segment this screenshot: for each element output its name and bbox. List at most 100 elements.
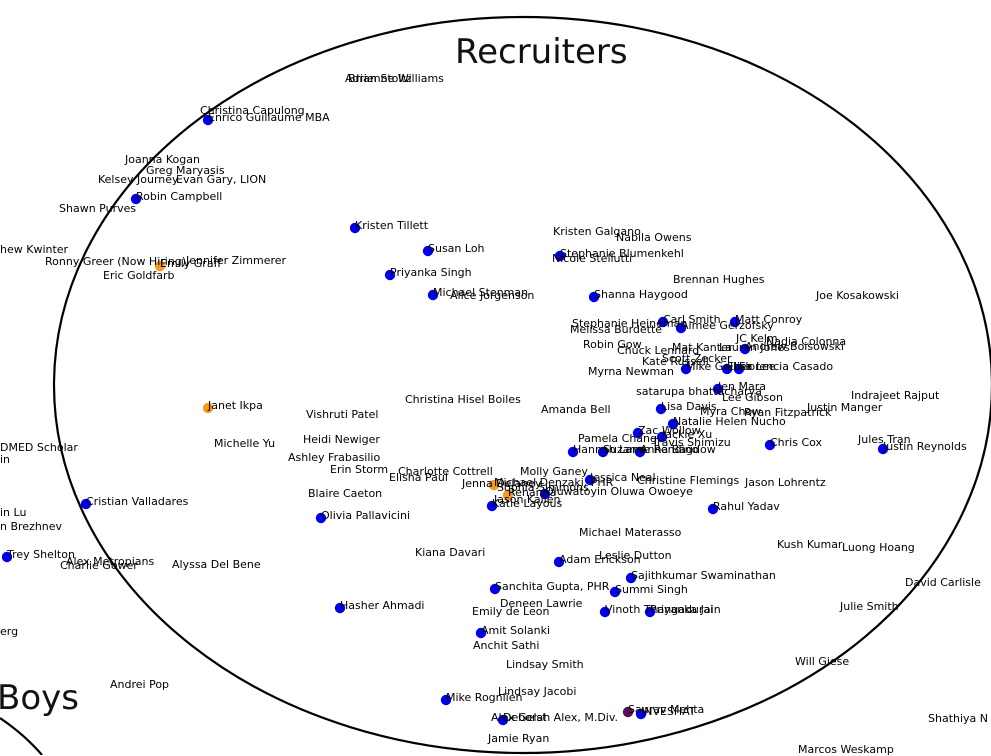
node-dot[interactable] — [667, 418, 679, 430]
node-dot[interactable] — [488, 479, 500, 491]
node-label: Jason Kallen — [494, 493, 561, 506]
node-label: Saurav Mehta — [628, 703, 705, 716]
node-dot[interactable] — [733, 363, 745, 375]
node-dot[interactable] — [202, 402, 214, 414]
node-dot[interactable] — [554, 250, 566, 262]
node-label: Justin Manger — [807, 401, 883, 414]
node-dot[interactable] — [497, 714, 509, 726]
node-dot[interactable] — [635, 708, 647, 720]
node-label: Stephanie Heineman — [572, 317, 688, 330]
node-dot[interactable] — [588, 291, 600, 303]
node-label: Justin Reynolds — [883, 440, 967, 453]
node-label: Deneen Lawrie — [500, 597, 583, 610]
node-label: Ryan Fitzpatrick — [744, 406, 832, 419]
node-dot[interactable] — [655, 403, 667, 415]
node-label: Andrew Boisowski — [745, 340, 844, 353]
node-label: Shathiya N — [928, 712, 989, 725]
node-label: Pamela Chang — [578, 432, 658, 445]
node-dot[interactable] — [729, 316, 741, 328]
node-dot[interactable] — [739, 343, 751, 355]
node-dot[interactable] — [486, 500, 498, 512]
node-dot[interactable] — [553, 556, 565, 568]
node-dot[interactable] — [334, 602, 346, 614]
node-label: Kate Russell — [642, 355, 709, 368]
node-dot[interactable] — [154, 260, 166, 272]
node-dot[interactable] — [712, 383, 724, 395]
node-label: Kristen Tillett — [355, 219, 429, 232]
node-label: Greg Maryasis — [146, 164, 225, 177]
node-dot[interactable] — [427, 289, 439, 301]
node-dot[interactable] — [597, 446, 609, 458]
node-label: Rahul Yadav — [713, 500, 780, 513]
node-label: INVESHAT — [641, 705, 696, 718]
node-label: Jamie Ryan — [488, 732, 550, 745]
node-dot[interactable] — [625, 572, 637, 584]
node-label: Mike Gelber — [686, 360, 752, 373]
node-label: Joe Kosakowski — [816, 289, 899, 302]
node-dot[interactable] — [721, 363, 733, 375]
node-label: Leslie Dutton — [599, 549, 672, 562]
node-dot[interactable] — [502, 489, 514, 501]
node-dot[interactable] — [877, 443, 889, 455]
node-label: Anchit Sathi — [473, 639, 540, 652]
node-label: Susan Loh — [428, 242, 485, 255]
node-dot[interactable] — [656, 431, 668, 443]
node-label: Jenna Delaney — [462, 477, 542, 490]
node-label: Cristian Valladares — [86, 495, 189, 508]
node-label: Travis Shimizu — [652, 436, 731, 449]
node-label: Andrei Pop — [110, 678, 170, 691]
node-dot[interactable] — [680, 363, 692, 375]
node-dot[interactable] — [675, 322, 687, 334]
node-dot[interactable] — [349, 222, 361, 234]
node-label: Michael Denzaki, PHR — [494, 476, 614, 489]
node-label: erg — [0, 625, 19, 638]
node-dot[interactable] — [384, 269, 396, 281]
node-dot[interactable] — [489, 583, 501, 595]
node-label: Melissa Burdette — [570, 323, 663, 336]
node-dot[interactable] — [440, 694, 452, 706]
node-label: Michelle Yu — [214, 437, 276, 450]
node-label: n Brezhnev — [0, 520, 63, 533]
node-label: Heidi Newiger — [303, 433, 380, 446]
node-label: Suzanne Rendino — [603, 443, 699, 456]
node-label: in Lu — [0, 506, 27, 519]
node-dot[interactable] — [539, 488, 551, 500]
node-label: Kiana Davari — [415, 546, 486, 559]
node-dot[interactable] — [422, 245, 434, 257]
node-label: Alyssa Del Bene — [172, 558, 261, 571]
node-label: Will Giese — [795, 655, 850, 668]
node-dot[interactable] — [657, 316, 669, 328]
node-dot[interactable] — [707, 503, 719, 515]
node-dot[interactable] — [1, 551, 13, 563]
node-dot[interactable] — [130, 193, 142, 205]
node-label: Mike Rognlien — [446, 691, 523, 704]
node-label: Jen Mara — [718, 380, 766, 393]
node-dot[interactable] — [567, 446, 579, 458]
node-dot[interactable] — [584, 474, 596, 486]
node-label: Rehanna — [508, 486, 557, 499]
node-dot[interactable] — [315, 512, 327, 524]
node-dot[interactable] — [609, 586, 621, 598]
node-label: Marcos Weskamp — [798, 743, 894, 756]
node-dot[interactable] — [764, 439, 776, 451]
node-label: Elisha Paul — [389, 471, 448, 484]
node-label: Hasher Ahmadi — [340, 599, 425, 612]
node-dot[interactable] — [644, 606, 656, 618]
node-label: Deborah Alex, M.Div. — [503, 711, 619, 724]
node-label: Vishruti Patel — [306, 408, 379, 421]
node-dot[interactable] — [202, 114, 214, 126]
node-label: Zac Wollow — [638, 424, 701, 437]
node-label: Vinoth Thangadurai — [605, 603, 714, 616]
node-label: Ashley Frabasilio — [288, 451, 381, 464]
node-dot[interactable] — [599, 606, 611, 618]
node-label: Brian Stoltz — [348, 72, 412, 85]
node-dot[interactable] — [475, 627, 487, 639]
node-label: Hannah Lane — [573, 443, 646, 456]
node-label: Adam Erickson — [559, 553, 641, 566]
node-label: Alex Metropians — [66, 555, 155, 568]
node-dot[interactable] — [632, 427, 644, 439]
node-dot[interactable] — [80, 498, 92, 510]
node-dot[interactable] — [622, 706, 634, 718]
node-dot[interactable] — [634, 446, 646, 458]
node-label: Matt Conroy — [735, 313, 803, 326]
